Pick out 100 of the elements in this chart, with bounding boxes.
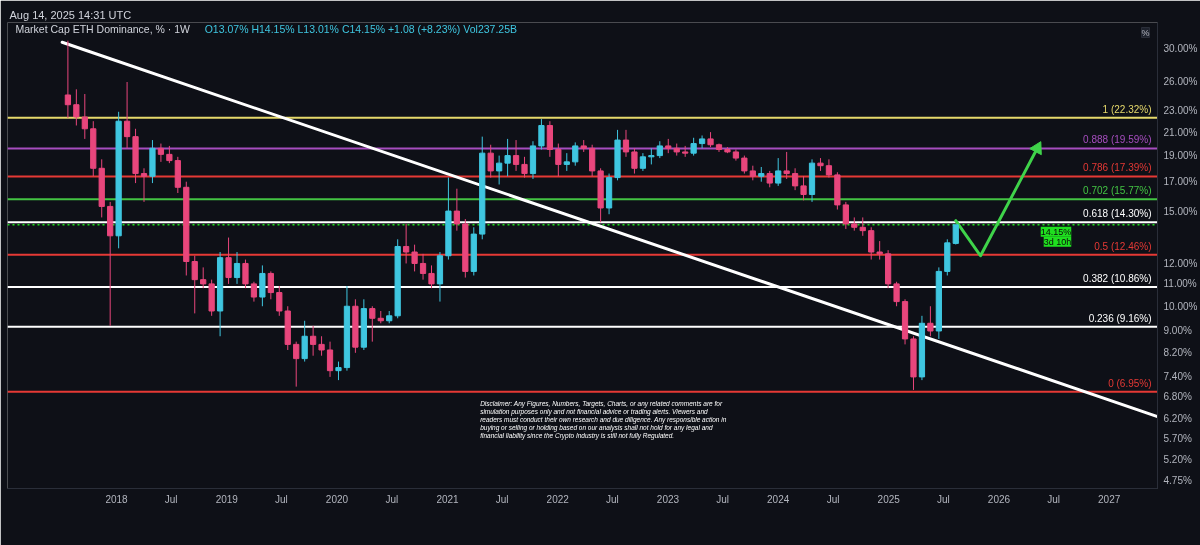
candlestick	[496, 155, 503, 185]
candlestick	[242, 259, 249, 289]
candlestick	[259, 264, 266, 307]
x-tick-label: Jul	[826, 493, 840, 505]
candlestick	[876, 240, 883, 261]
x-tick-label: 2022	[546, 493, 570, 505]
candlestick	[546, 120, 554, 158]
chart-title: Market Cap ETH Dominance, % · 1W	[15, 22, 191, 35]
y-tick-label: 10.00%	[1163, 300, 1198, 312]
candlestick	[157, 143, 165, 163]
x-tick-label: Jul	[275, 493, 288, 505]
y-tick-label: 6.20%	[1163, 412, 1192, 424]
candlestick	[783, 151, 790, 180]
ref-line-label: 0 (6.95%)	[1108, 377, 1152, 389]
candlestick	[842, 201, 849, 230]
candlestick	[631, 147, 638, 175]
x-tick-label: 2020	[325, 493, 349, 505]
x-tick-label: 2023	[656, 493, 680, 505]
candlestick	[419, 253, 427, 281]
candlestick	[140, 167, 148, 203]
ref-line-label: 0.786 (17.39%)	[1083, 162, 1152, 174]
ref-line-label: 0.236 (9.16%)	[1088, 312, 1152, 324]
candlestick	[225, 237, 232, 285]
candlestick	[73, 88, 80, 126]
y-tick-label: 9.00%	[1163, 325, 1192, 337]
candlestick	[301, 320, 308, 363]
x-tick-label: 2027	[1098, 493, 1121, 505]
candlestick	[589, 144, 596, 177]
x-tick-label: 2019	[215, 493, 239, 505]
candlestick	[318, 335, 325, 357]
candlestick	[369, 305, 376, 343]
ref-line-label: 0.382 (10.86%)	[1083, 272, 1152, 284]
candlestick	[791, 167, 799, 191]
candlestick	[123, 81, 131, 149]
candlestick	[538, 118, 545, 150]
candlestick	[310, 325, 317, 357]
y-tick-label: 19.00%	[1163, 150, 1198, 162]
x-tick-label: Jul	[716, 493, 730, 505]
ref-line-label: 1 (22.32%)	[1102, 103, 1152, 115]
candlestick	[868, 226, 875, 261]
candlestick	[453, 188, 460, 232]
y-tick-label: 8.20%	[1163, 347, 1192, 359]
ref-line-label: 0.888 (19.59%)	[1083, 134, 1152, 146]
candlestick	[572, 141, 579, 167]
ref-line-label: 14.15% 3d 10h	[1040, 226, 1072, 247]
x-tick-label: Jul	[495, 493, 509, 505]
candlestick	[233, 251, 241, 285]
candlestick	[504, 138, 511, 177]
candlestick	[276, 285, 283, 317]
candlestick	[335, 361, 342, 381]
x-tick-label: 2026	[987, 493, 1011, 505]
y-tick-label: 12.00%	[1163, 257, 1198, 269]
candlestick	[698, 134, 706, 149]
candlestick	[411, 244, 418, 272]
x-tick-label: 2024	[767, 493, 790, 505]
y-tick-label: 5.70%	[1163, 432, 1192, 444]
x-tick-label: Jul	[606, 493, 619, 505]
x-tick-label: Jul	[385, 493, 399, 505]
y-tick-label: 21.00%	[1163, 126, 1198, 138]
candlestick	[200, 266, 207, 289]
candlestick	[927, 305, 934, 337]
candlestick	[250, 281, 258, 303]
candlestick	[893, 281, 900, 307]
candlestick	[622, 129, 630, 158]
y-tick-label: 26.00%	[1163, 76, 1198, 88]
y-tick-label: 23.00%	[1163, 105, 1198, 117]
candlestick	[326, 341, 334, 378]
candlestick	[81, 93, 88, 140]
text: Aug 14, 2025 14:31 UTC	[9, 8, 132, 21]
candlestick	[800, 175, 807, 201]
candlestick	[859, 216, 866, 237]
candlestick	[293, 341, 300, 388]
candlestick	[825, 158, 833, 179]
x-tick-label: 2018	[105, 493, 129, 505]
candlestick	[512, 139, 520, 172]
y-tick-label: 5.20%	[1163, 454, 1192, 466]
y-tick-label: 7.40%	[1163, 371, 1192, 383]
x-tick-label: Jul	[1047, 493, 1061, 505]
y-tick-label: 11.00%	[1163, 278, 1197, 290]
y-tick-label: 30.00%	[1163, 42, 1198, 54]
y-tick-label: 17.00%	[1163, 176, 1198, 188]
candlestick	[487, 144, 494, 179]
y-tick-label: 6.80%	[1163, 391, 1192, 403]
candlestick	[428, 264, 435, 289]
candlestick	[64, 40, 72, 119]
candlestick	[775, 157, 782, 187]
y-axis-title: %	[1141, 27, 1150, 38]
chart-subtitle: O13.07% H14.15% L13.01% C14.15% +1.08 (+8.23%) Vol237.25B	[204, 22, 518, 35]
candlestick	[267, 270, 274, 300]
ref-line-label: 0.5 (12.46%)	[1094, 240, 1152, 252]
x-tick-label: 2025	[877, 493, 901, 505]
candlestick	[403, 223, 410, 264]
y-tick-label: 4.75%	[1163, 475, 1192, 487]
candlestick	[555, 143, 562, 177]
x-tick-label: Jul	[936, 493, 950, 505]
ref-line-label: 0.618 (14.30%)	[1083, 208, 1152, 220]
ref-line-label: 0.702 (15.77%)	[1083, 185, 1152, 197]
x-tick-label: Jul	[164, 493, 178, 505]
candlestick	[521, 156, 528, 179]
y-tick-label: 15.00%	[1163, 205, 1198, 217]
